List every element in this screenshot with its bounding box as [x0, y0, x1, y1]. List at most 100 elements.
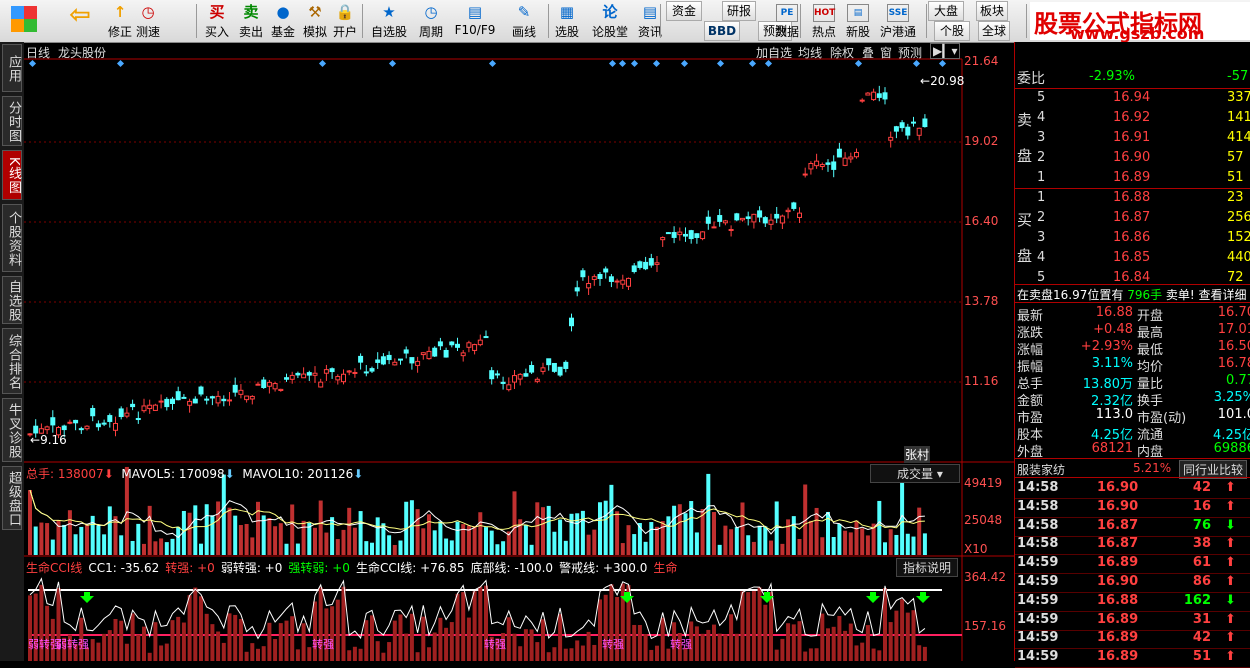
left-tab-2[interactable]: K线图 [2, 150, 22, 200]
cci-bar [637, 625, 642, 661]
candle-body [244, 395, 250, 401]
order-notice[interactable]: 在卖盘16.97位置有 796手 卖单! 查看详细 [1017, 286, 1247, 303]
tick-volume: 31 [1192, 611, 1211, 627]
candle-body [170, 398, 175, 404]
cci-bar [267, 622, 272, 661]
toolbar-button-19[interactable]: HOT 热点 [808, 0, 840, 42]
candle-body [415, 360, 421, 366]
candle-body [614, 280, 620, 283]
indicator-help-button[interactable]: 指标说明 [896, 558, 959, 577]
app-logo[interactable] [2, 0, 46, 42]
toolbar-button-6[interactable]: 🔒 开户 [330, 0, 360, 42]
volume-bar [563, 540, 568, 555]
toolbar-button-4[interactable]: ● 基金 [268, 0, 298, 42]
volume-bar [472, 526, 477, 555]
toolbar-button-12[interactable]: 论论股堂 [590, 0, 630, 42]
price-tick: 16.40 [964, 214, 999, 228]
volume-bar [164, 542, 169, 555]
candle-body [660, 237, 666, 241]
toolbar-button-22[interactable]: 大盘 [928, 1, 964, 21]
period-label[interactable]: 日线 [26, 46, 51, 60]
toolbar-button-label: 沪港通 [879, 25, 916, 39]
back-button[interactable]: ⇦ [60, 0, 100, 42]
toolbar-button-17[interactable]: 预测 [758, 21, 792, 41]
stat-label: 市盈 [1017, 411, 1044, 426]
chart-button-2[interactable]: 除权 [830, 46, 855, 60]
toolbar-button-14[interactable]: 资金 [666, 1, 702, 21]
toolbar-button-20[interactable]: ▤ 新股 [842, 0, 874, 42]
left-tab-5[interactable]: 综合排名 [2, 328, 22, 394]
down-signal-arrow-icon [916, 592, 930, 603]
high-price-label: ←20.98 [920, 74, 965, 88]
signal-diamond-icon [630, 59, 639, 68]
cci-bar [415, 652, 420, 661]
volume-bar [136, 523, 141, 555]
toolbar-button-24[interactable]: 板块 [976, 1, 1008, 21]
toolbar-button-10[interactable]: ✎ 画线 [504, 0, 544, 42]
candle-body [711, 226, 717, 229]
volume-bar [734, 527, 739, 555]
volume-bar [193, 505, 198, 555]
chart-menu-button[interactable]: ▶▎▾ [930, 43, 961, 59]
chart-button-3[interactable]: 叠 [862, 46, 875, 60]
candle-body [540, 367, 546, 372]
left-tab-4[interactable]: 自选股 [2, 276, 22, 324]
candle-body [101, 422, 107, 425]
candle-body [221, 398, 227, 402]
candle-body [700, 231, 706, 240]
left-tab-6[interactable]: 牛叉诊股 [2, 398, 22, 462]
toolbar-button-0[interactable]: ↑ 修正 [106, 0, 134, 42]
candle-body [791, 202, 797, 209]
candle-body [38, 428, 44, 434]
toolbar-button-2[interactable]: 买买入 [202, 0, 232, 42]
cci-bar [791, 624, 796, 661]
toolbar-button-16[interactable]: 研报 [722, 1, 756, 21]
stat-label: 金额 [1017, 394, 1044, 409]
cci-header-item: 底部线: -100.0 [470, 561, 554, 575]
candle-body [643, 261, 649, 270]
event-marker[interactable]: 张村 [904, 446, 931, 463]
cci-bar [894, 610, 899, 661]
chart-button-1[interactable]: 均线 [798, 46, 823, 60]
volume-indicator-dropdown[interactable]: 成交量 ▾ [870, 464, 960, 483]
down-arrow-icon: ⬇ [1225, 592, 1236, 608]
left-tab-1[interactable]: 分时图 [2, 96, 22, 146]
sector-compare-button[interactable]: 同行业比较 [1179, 460, 1248, 479]
chart-button-5[interactable]: 预测 [898, 46, 923, 60]
cci-bar [563, 648, 568, 661]
toolbar-button-18[interactable]: PE 数据 [770, 0, 804, 42]
toolbar-button-7[interactable]: ★ 自选股 [368, 0, 410, 42]
candle-body [717, 215, 723, 222]
candle-body [33, 425, 39, 434]
left-tab-0[interactable]: 应用 [2, 44, 22, 92]
toolbar-button-5[interactable]: ⚒ 模拟 [300, 0, 330, 42]
sector-label[interactable]: 服装家纺 [1017, 463, 1066, 477]
toolbar-button-15[interactable]: BBD [704, 21, 740, 41]
toolbar-button-23[interactable]: 个股 [934, 21, 970, 41]
cci-bar [694, 626, 699, 661]
toolbar-button-11[interactable]: ▦ 选股 [548, 0, 586, 42]
cci-bar [153, 622, 158, 661]
toolbar-button-label: 资讯 [637, 25, 662, 39]
candle-body [437, 341, 443, 347]
toolbar-button-13[interactable]: ▤ 资讯 [634, 0, 666, 42]
cci-bar [592, 644, 597, 661]
toolbar-button-1[interactable]: ◷ 测速 [134, 0, 162, 42]
order-level: 5 [1037, 270, 1046, 285]
toolbar-button-8[interactable]: ◷ 周期 [414, 0, 448, 42]
toolbar-button-3[interactable]: 卖卖出 [236, 0, 266, 42]
volume-bar [421, 528, 426, 555]
chart-button-4[interactable]: 窗 [880, 46, 893, 60]
chart-button-0[interactable]: 加自选 [756, 46, 793, 60]
toolbar-icon-9-icon: ▤ [467, 3, 483, 21]
toolbar-button-25[interactable]: 全球 [978, 21, 1010, 41]
stat-value: 17.01 [1217, 322, 1250, 337]
cci-bar [466, 617, 471, 661]
toolbar-icon-10-icon: ✎ [517, 3, 531, 21]
toolbar-button-21[interactable]: SSE 沪港通 [876, 0, 920, 42]
toolbar-button-9[interactable]: ▤ F10/F9 [452, 0, 498, 42]
left-tab-3[interactable]: 个股资料 [2, 204, 22, 272]
left-tab-7[interactable]: 超级盘口 [2, 466, 22, 530]
volume-bar [917, 507, 922, 555]
up-arrow-icon: ⬆ [1225, 649, 1236, 665]
